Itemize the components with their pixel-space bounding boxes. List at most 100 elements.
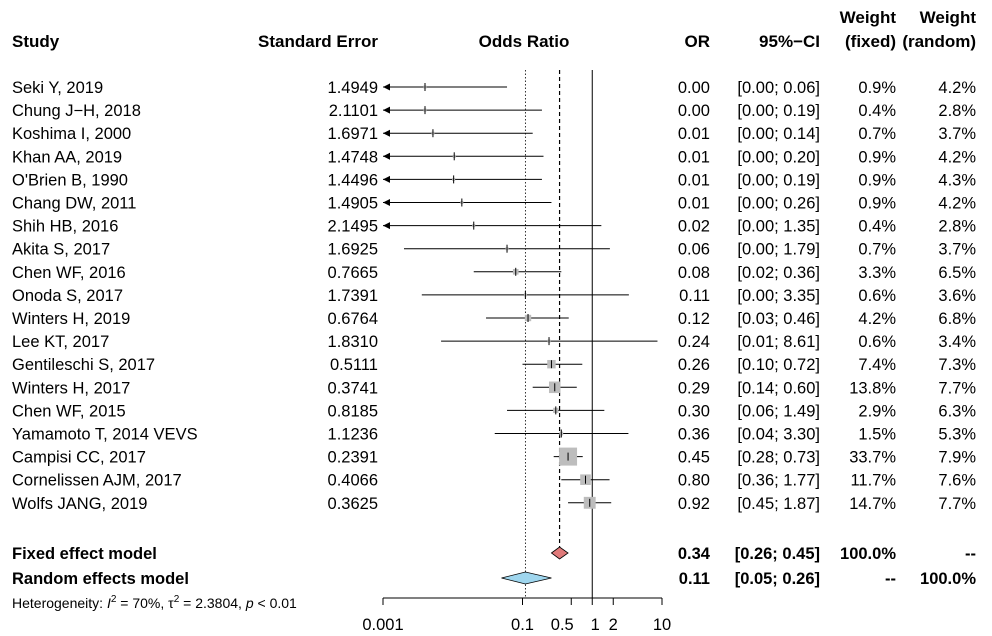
weight-random: 3.7% [938,125,976,143]
weight-random: 3.7% [938,241,976,259]
weight-fixed: 0.7% [858,241,896,259]
confidence-interval: [0.10; 0.72] [737,356,820,374]
header-or: OR [685,32,711,51]
study-row: O'Brien B, 1990 1.4496 0.01 [0.00; 0.19] 0.9… [12,171,976,189]
standard-error: 2.1101 [329,102,378,120]
header-weight-fixed-line2: (fixed) [845,32,896,51]
ci-arrowhead [383,106,390,114]
study-name: Winters H, 2017 [12,379,130,397]
study-name: Lee KT, 2017 [12,333,109,351]
weight-fixed: 2.9% [858,402,896,420]
odds-ratio-value: 0.08 [678,264,710,282]
pooled-or-value: 0.34 [678,545,711,563]
pooled-diamond [501,571,552,585]
standard-error: 0.3741 [328,379,378,397]
weight-fixed: 0.9% [858,171,896,189]
tau-symbol: τ [168,595,174,611]
weight-fixed: 0.6% [858,287,896,305]
study-row: Chung J−H, 2018 2.1101 0.00 [0.00; 0.19] 0.4… [12,102,976,120]
standard-error: 1.4905 [328,195,378,213]
confidence-interval: [0.00; 0.19] [737,102,820,120]
weight-random: 2.8% [938,102,976,120]
confidence-interval: [0.01; 8.61] [737,333,820,351]
odds-ratio-value: 0.00 [678,102,710,120]
study-name: Chen WF, 2016 [12,264,126,282]
odds-ratio-value: 0.02 [678,218,710,236]
study-row: Chen WF, 2015 0.8185 0.30 [0.06; 1.49] 2.9% 6… [12,402,976,420]
study-name: Chung J−H, 2018 [12,102,141,120]
odds-ratio-value: 0.30 [678,402,710,420]
standard-error: 1.8310 [328,333,378,351]
axis-tick-label: 2 [609,616,618,634]
weight-random: 7.7% [938,379,976,397]
odds-ratio-value: 0.29 [678,379,710,397]
reference-lines [524,70,593,598]
study-row: Gentileschi S, 2017 0.5111 0.26 [0.10; 0.72… [12,356,976,374]
odds-ratio-value: 0.12 [678,310,710,328]
study-row: Winters H, 2017 0.3741 0.29 [0.14; 0.60] 13.… [12,379,976,397]
study-name: Gentileschi S, 2017 [12,356,155,374]
pooled-weight-fixed: 100.0% [840,545,896,563]
weight-fixed: 0.4% [858,218,896,236]
study-row: Khan AA, 2019 1.4748 0.01 [0.00; 0.20] 0.9% 4… [12,148,976,166]
confidence-interval: [0.00; 0.14] [737,125,820,143]
weight-random: 2.8% [938,218,976,236]
weight-fixed: 4.2% [858,310,896,328]
header-weight-fixed-line1: Weight [840,8,897,27]
standard-error: 0.8185 [328,402,378,420]
weight-fixed: 7.4% [858,356,896,374]
study-name: Winters H, 2019 [12,310,130,328]
study-name: Chen WF, 2015 [12,402,126,420]
ci-arrowhead [383,83,390,91]
standard-error: 0.4066 [328,472,378,490]
weight-random: 3.6% [938,287,976,305]
study-row: Chen WF, 2016 0.7665 0.08 [0.02; 0.36] 3.3% 6… [12,264,976,282]
weight-random: 6.8% [938,310,976,328]
standard-error: 0.5111 [330,356,378,374]
weight-fixed: 13.8% [849,379,896,397]
study-row: Chang DW, 2011 1.4905 0.01 [0.00; 0.26] 0.9%… [12,195,976,213]
study-row: Campisi CC, 2017 0.2391 0.45 [0.28; 0.73] 33… [12,447,976,467]
tau-value: = 2.3804, [179,595,246,611]
header-study: Study [12,32,60,51]
confidence-interval: [0.28; 0.73] [737,449,820,467]
standard-error: 0.3625 [328,495,378,513]
weight-fixed: 33.7% [849,449,896,467]
weight-random: 7.6% [938,472,976,490]
confidence-interval: [0.02; 0.36] [737,264,820,282]
axis-tick-label: 0.5 [551,616,574,634]
odds-ratio-value: 0.45 [678,449,710,467]
header-standard-error: Standard Error [258,32,378,51]
weight-fixed: 0.9% [858,195,896,213]
study-row: Seki Y, 2019 1.4949 0.00 [0.00; 0.06] 0.9% 4.… [12,79,976,97]
standard-error: 1.4496 [328,171,378,189]
study-name: Cornelissen AJM, 2017 [12,472,182,490]
pooled-ci: [0.26; 0.45] [735,545,820,563]
study-row: Winters H, 2019 0.6764 0.12 [0.03; 0.46] 4.2… [12,310,976,328]
weight-random: 4.3% [938,171,976,189]
standard-error: 1.7391 [328,287,378,305]
study-name: Khan AA, 2019 [12,148,122,166]
study-name: Yamamoto T, 2014 VEVS [12,426,198,444]
odds-ratio-value: 0.01 [678,148,710,166]
confidence-interval: [0.36; 1.77] [737,472,820,490]
standard-error: 0.7665 [328,264,378,282]
ci-arrowhead [383,175,390,183]
odds-ratio-value: 0.26 [678,356,710,374]
header-weight-random-line1: Weight [920,8,977,27]
axis-tick-label: 10 [653,616,671,634]
ci-arrowhead [383,152,390,160]
study-row: Shih HB, 2016 2.1495 0.02 [0.00; 1.35] 0.4% 2… [12,218,976,236]
study-row: Akita S, 2017 1.6925 0.06 [0.00; 1.79] 0.7% 3… [12,241,976,259]
weight-random: 3.4% [938,333,976,351]
ci-arrowhead [383,129,390,137]
weight-random: 4.2% [938,148,976,166]
odds-ratio-value: 0.01 [678,171,710,189]
odds-ratio-value: 0.06 [678,241,710,259]
ci-arrowhead [383,199,390,206]
header-95ci: 95%−CI [759,32,820,51]
standard-error: 1.4949 [328,79,378,97]
confidence-interval: [0.00; 3.35] [737,287,820,305]
confidence-interval: [0.00; 0.26] [737,195,820,213]
heterogeneity-prefix: Heterogeneity: [12,595,107,611]
